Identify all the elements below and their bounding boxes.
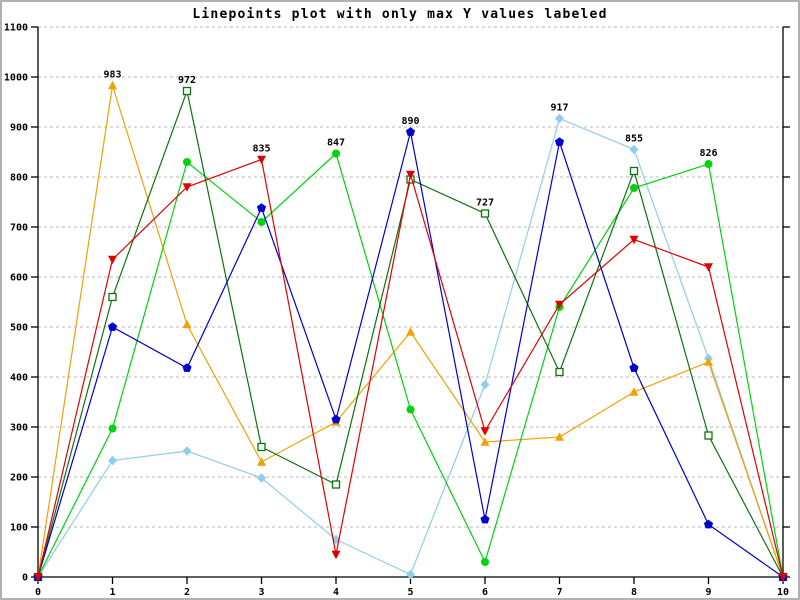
marker-diamond (331, 534, 341, 545)
series-skyblue-diamond (33, 113, 788, 582)
gridlines (38, 26, 783, 528)
marker-pentagon (629, 363, 639, 372)
marker-circle (108, 424, 117, 433)
x-tick-labels: 0 1 2 3 4 5 6 7 8 9 10 (35, 577, 789, 598)
marker-triangle-up (257, 457, 266, 466)
marker-square-open (108, 292, 117, 302)
marker-triangle-up (629, 387, 639, 396)
max-value-label: 983 (103, 70, 121, 81)
marker-triangle-up (406, 327, 415, 336)
marker-pentagon (703, 519, 714, 529)
marker-circle (630, 184, 638, 192)
series-green-circle (34, 149, 787, 581)
marker-triangle-up (555, 432, 564, 441)
marker-diamond (182, 446, 192, 456)
y-tick-label: 100 (10, 523, 28, 534)
marker-diamond (480, 379, 490, 390)
y-tick-label: 200 (10, 473, 28, 484)
y-tick-label: 300 (10, 423, 28, 434)
series-red-triangle-down (33, 155, 788, 582)
x-tick-label: 8 (631, 587, 637, 598)
x-tick-label: 4 (333, 587, 339, 598)
marker-triangle-up (108, 80, 117, 90)
marker-pentagon (331, 414, 341, 424)
marker-triangle-up (704, 357, 713, 366)
max-value-label: 826 (699, 148, 717, 159)
marker-circle (257, 218, 266, 226)
marker-diamond (406, 569, 415, 580)
marker-triangle-up (182, 319, 192, 329)
marker-pentagon (480, 514, 490, 524)
series-line (37, 152, 784, 578)
series-orange-triangle (33, 80, 788, 581)
marker-circle (406, 405, 415, 414)
x-tick-label: 1 (109, 587, 115, 598)
marker-triangle-down (480, 427, 490, 436)
max-value-label: 855 (625, 134, 643, 145)
marker-diamond (108, 455, 117, 466)
series-line (37, 131, 784, 578)
marker-square-open (704, 431, 713, 440)
max-value-label: 847 (327, 138, 345, 149)
marker-pentagon (256, 203, 267, 212)
max-value-label: 835 (252, 144, 270, 155)
x-tick-label: 2 (184, 587, 190, 598)
x-tick-label: 7 (556, 587, 562, 598)
max-value-label: 727 (476, 198, 494, 209)
y-tick-label: 400 (10, 373, 28, 384)
y-tick-label: 0 (22, 573, 28, 584)
series-line (37, 158, 784, 578)
marker-triangle-down (108, 255, 117, 265)
marker-diamond (555, 113, 564, 124)
marker-square-open (257, 442, 266, 452)
marker-triangle-down (704, 263, 713, 272)
marker-pentagon (554, 137, 565, 146)
marker-circle (481, 558, 489, 566)
y-tick-label: 800 (10, 173, 28, 184)
marker-square-open (480, 209, 490, 218)
y-tick-label: 900 (10, 123, 28, 134)
y-tick-label: 600 (10, 273, 28, 284)
marker-triangle-down (406, 170, 415, 180)
y-tick-label: 700 (10, 223, 28, 234)
marker-circle (704, 160, 713, 168)
y-tick-label: 500 (10, 323, 28, 334)
marker-triangle-down (182, 183, 192, 192)
marker-triangle-up (480, 437, 490, 446)
max-value-label: 972 (178, 75, 196, 86)
marker-triangle-down (629, 235, 639, 245)
x-tick-label: 0 (35, 587, 41, 598)
x-tick-label: 3 (258, 587, 264, 598)
marker-square-open (629, 166, 639, 176)
x-tick-label: 10 (777, 587, 789, 598)
y-tick-labels: 0 100 200 300 400 500 600 700 800 900 1000 1100 (4, 23, 790, 584)
marker-square-open (555, 367, 564, 377)
max-value-label: 917 (550, 103, 568, 114)
marker-circle (332, 149, 340, 158)
marker-triangle-down (555, 300, 564, 310)
marker-square-open (331, 480, 341, 489)
marker-triangle-down (33, 573, 43, 582)
point-labels: 983 972 835 847 890 727 917 855 826 (103, 70, 717, 209)
max-value-label: 890 (401, 116, 419, 127)
marker-circle (183, 158, 191, 166)
marker-triangle-down (778, 573, 788, 582)
x-tick-label: 9 (705, 587, 711, 598)
marker-square-open (182, 86, 192, 96)
marker-pentagon (405, 127, 416, 136)
marker-triangle-down (257, 155, 266, 165)
x-tick-label: 6 (482, 587, 488, 598)
marker-pentagon (107, 322, 118, 331)
chart-title: Linepoints plot with only max Y values l… (192, 7, 608, 22)
marker-triangle-down (331, 550, 341, 560)
marker-pentagon (182, 363, 192, 372)
y-tick-label: 1100 (4, 23, 28, 34)
y-tick-label: 1000 (4, 73, 28, 84)
marker-diamond (629, 144, 639, 155)
x-tick-label: 5 (407, 587, 413, 598)
marker-diamond (257, 473, 266, 483)
